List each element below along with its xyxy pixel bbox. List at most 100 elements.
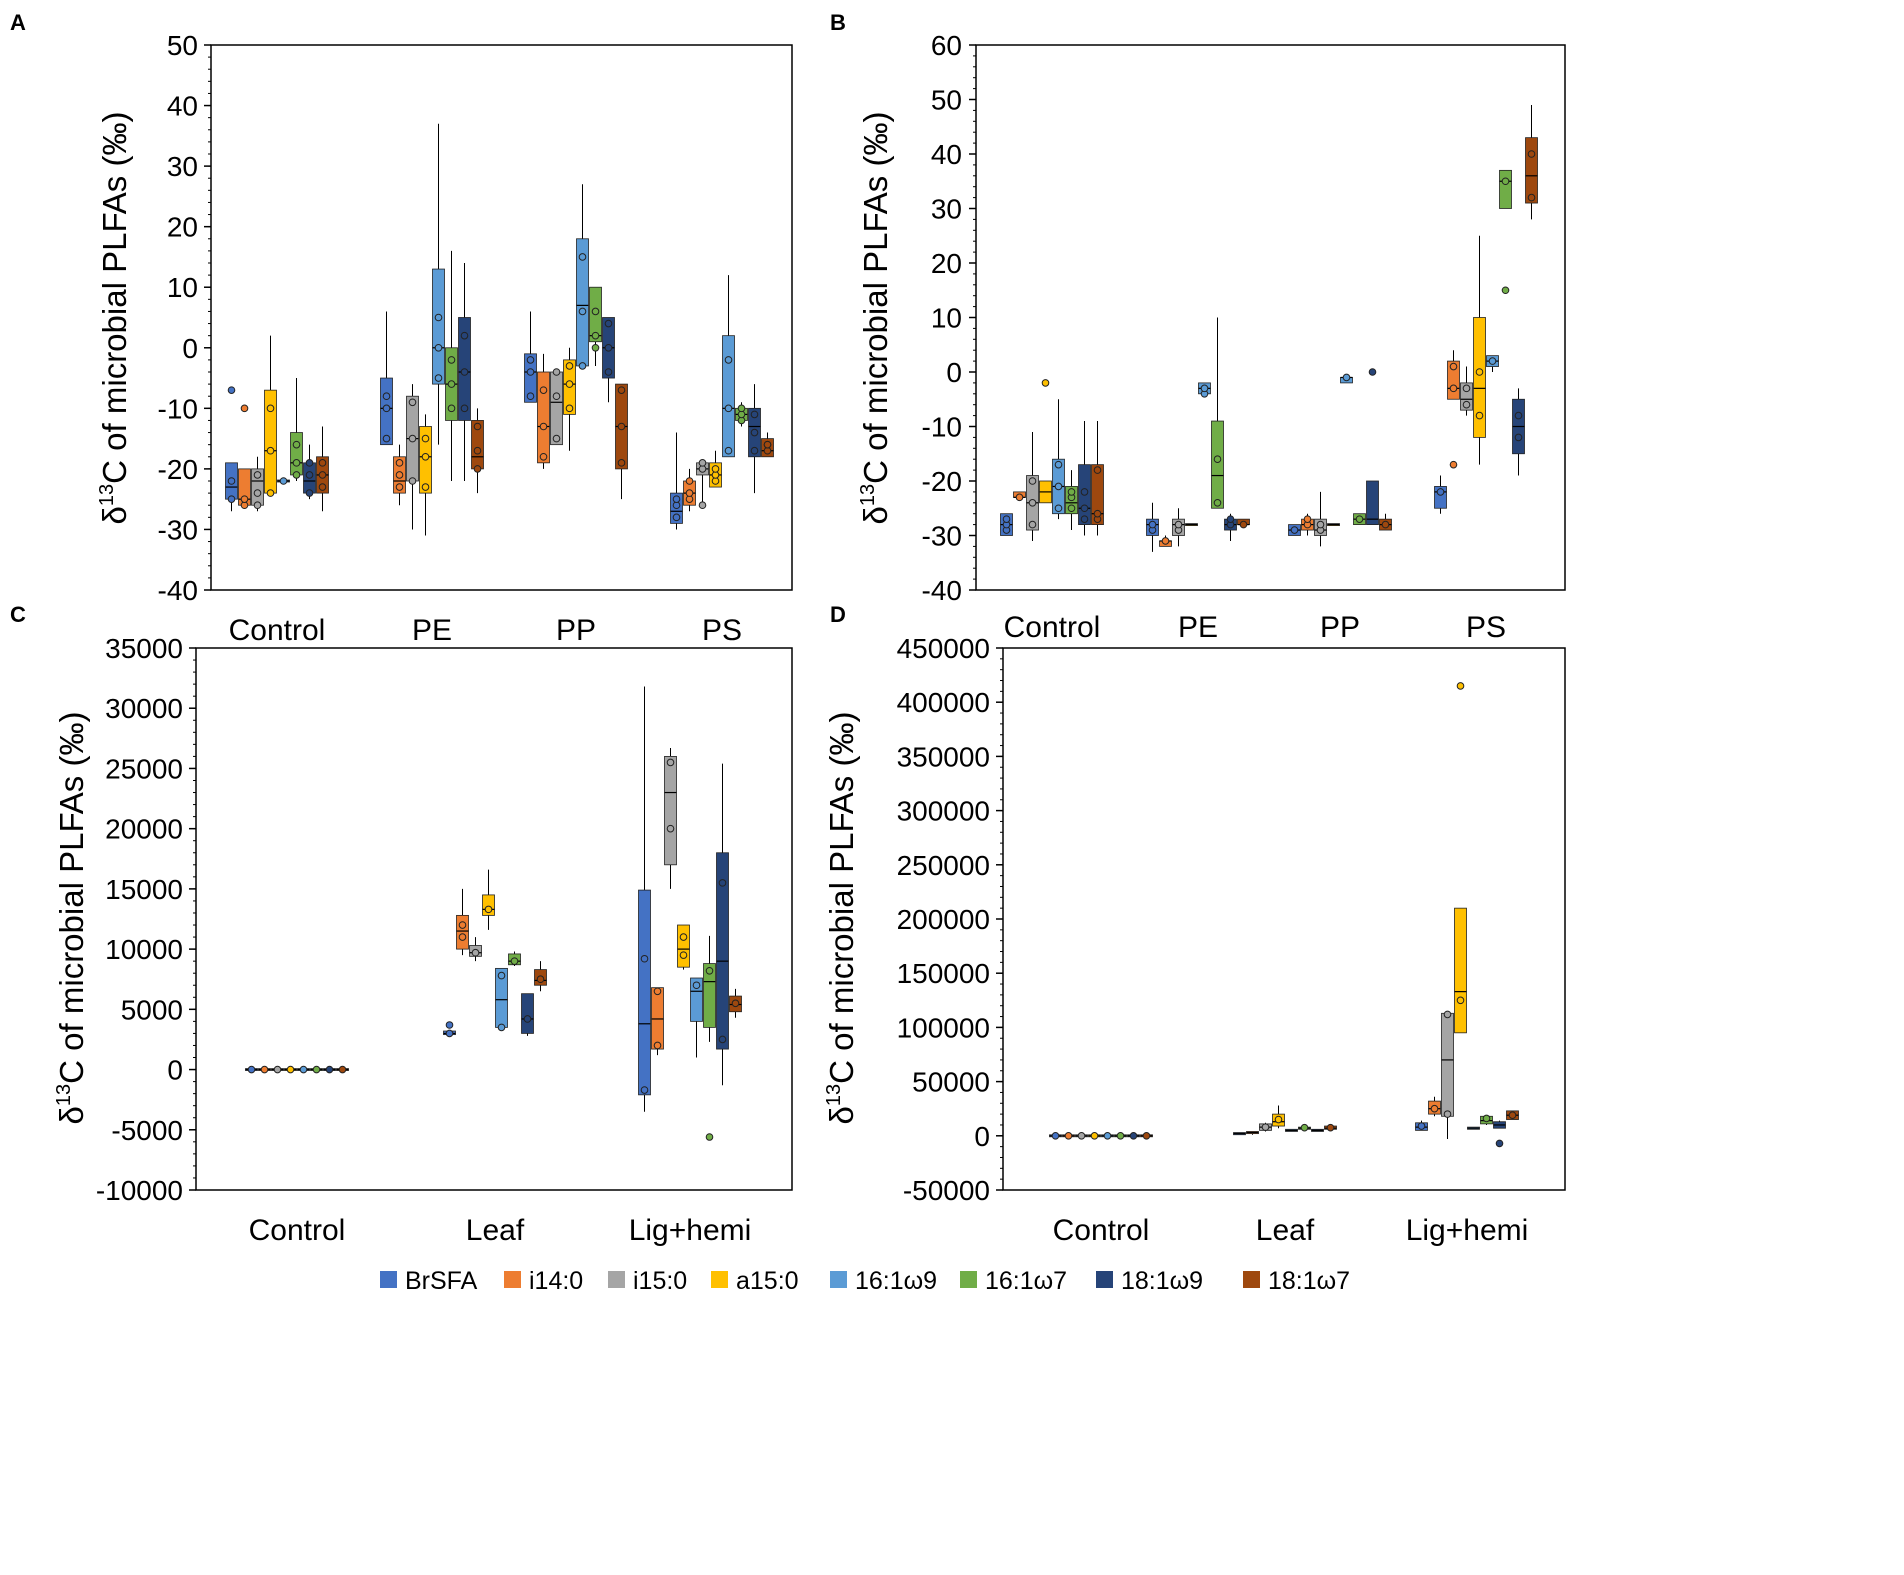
data-point <box>1077 1132 1086 1140</box>
category-label: Control <box>1053 1214 1150 1247</box>
box-16:1ω7 <box>1114 1132 1127 1140</box>
box-16:1ω7 <box>310 1065 323 1074</box>
data-point <box>1148 520 1157 529</box>
y-tick-label: 40 <box>931 139 962 170</box>
legend-swatch <box>1096 1271 1113 1288</box>
data-point <box>1381 520 1390 529</box>
box-a15:0 <box>1272 1105 1285 1129</box>
box-i15:0 <box>1172 508 1185 547</box>
box-18:1ω9 <box>323 1065 336 1074</box>
box-16:1ω9 <box>432 123 445 445</box>
box-i15:0 <box>664 747 677 889</box>
data-point <box>1080 488 1089 496</box>
y-tick-label: 35000 <box>105 633 183 664</box>
box-i15:0 <box>1460 366 1473 416</box>
box-a15:0 <box>1185 523 1198 526</box>
legend-swatch <box>830 1271 847 1288</box>
box-BrSFA <box>380 311 393 446</box>
data-point <box>395 471 404 479</box>
y-axis-label-superscript: 13 <box>96 484 118 506</box>
box-16:1ω7 <box>703 935 716 1141</box>
y-tick-label: -20 <box>158 454 198 485</box>
data-point <box>1501 177 1510 186</box>
box-18:1ω9 <box>748 384 761 494</box>
data-point <box>1213 455 1222 464</box>
data-point <box>305 459 314 467</box>
y-tick-label: -5000 <box>111 1115 183 1146</box>
data-point <box>578 253 587 261</box>
data-point <box>698 501 707 510</box>
data-point <box>421 483 430 491</box>
data-point <box>312 1065 321 1074</box>
data-point <box>1200 384 1209 393</box>
data-point <box>421 452 430 461</box>
data-point <box>473 446 482 455</box>
data-point <box>445 1021 454 1029</box>
data-point <box>434 313 443 322</box>
box-i14:0 <box>1301 513 1314 536</box>
y-tick-label: 10 <box>931 303 962 334</box>
data-point <box>460 368 469 376</box>
panel-letter: B <box>830 10 846 35</box>
box-i14:0 <box>1062 1132 1075 1140</box>
box-i15:0 <box>271 1065 284 1074</box>
data-point <box>395 483 404 491</box>
data-point <box>434 343 443 352</box>
data-point <box>591 343 600 352</box>
category-label: PE <box>1178 611 1218 644</box>
data-point <box>565 404 574 413</box>
data-point <box>1080 515 1089 523</box>
data-point <box>247 1065 256 1074</box>
data-point <box>526 356 535 364</box>
box-i14:0 <box>1013 491 1026 502</box>
category-label: PE <box>412 614 452 647</box>
box-a15:0 <box>1473 235 1486 465</box>
data-point <box>539 452 548 461</box>
data-point <box>718 1035 727 1044</box>
y-tick-label: 40 <box>167 91 198 122</box>
data-point <box>1002 515 1011 523</box>
y-tick-label: -10 <box>922 412 962 443</box>
y-axis-label-superscript: 13 <box>857 484 879 506</box>
data-point <box>253 489 262 497</box>
data-point <box>1462 400 1471 409</box>
data-point <box>591 307 600 316</box>
box-BrSFA <box>1288 524 1301 536</box>
data-point <box>1067 504 1076 513</box>
data-point <box>253 471 262 479</box>
box-16:1ω7 <box>1298 1123 1311 1132</box>
data-point <box>273 1065 282 1074</box>
data-point <box>1274 1115 1283 1124</box>
box <box>638 889 651 1096</box>
data-point <box>408 398 417 407</box>
box-i14:0 <box>683 468 696 512</box>
data-point <box>395 459 404 467</box>
box-18:1ω9 <box>303 444 316 500</box>
box <box>524 353 537 403</box>
data-point <box>750 428 759 437</box>
data-point <box>679 951 688 959</box>
y-axis-label-superscript: 13 <box>823 1084 845 1106</box>
box-i14:0 <box>1447 350 1460 469</box>
box-16:1ω9 <box>1285 1128 1298 1132</box>
legend-label: BrSFA <box>405 1267 478 1295</box>
y-axis-label-part: δ <box>96 506 133 524</box>
box-BrSFA <box>245 1065 258 1074</box>
data-point <box>1514 433 1523 442</box>
y-tick-label: 350000 <box>897 741 990 772</box>
data-point <box>1142 1132 1151 1140</box>
y-axis-label: δ13C of microbial PLFAs (‰) <box>823 712 860 1125</box>
data-point <box>539 386 548 394</box>
data-point <box>497 971 506 980</box>
y-axis-label-part: δ <box>823 1106 860 1124</box>
box-16:1ω9 <box>690 977 703 1058</box>
data-point <box>1303 515 1312 523</box>
y-tick-label: 450000 <box>897 633 990 664</box>
data-point <box>685 489 694 497</box>
box-a15:0 <box>709 450 722 488</box>
data-point <box>526 392 535 401</box>
box-i15:0 <box>1314 491 1327 547</box>
data-point <box>434 374 443 382</box>
box-16:1ω7 <box>1211 317 1224 509</box>
